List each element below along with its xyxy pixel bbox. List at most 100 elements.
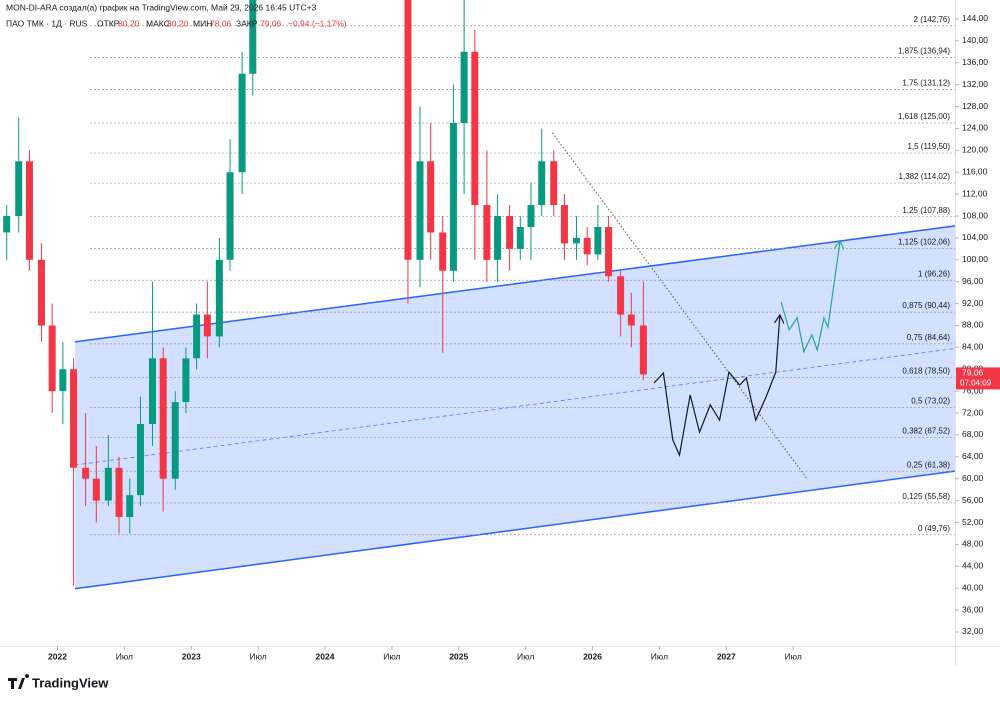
y-tick-label: 44,00 bbox=[962, 561, 984, 571]
fib-label: 2 (142,76) bbox=[914, 15, 951, 24]
candle-body bbox=[115, 467, 123, 518]
trendline bbox=[551, 132, 807, 479]
y-tick-label: 100,00 bbox=[962, 254, 988, 264]
candle-body bbox=[48, 325, 56, 392]
candle-body bbox=[15, 161, 23, 217]
y-tick-label: 52,00 bbox=[962, 517, 984, 527]
plot-area: 2 (142,76) 1,875 (136,94) 1,75 (131,12) 1,6… bbox=[3, 0, 955, 590]
last-price-box bbox=[956, 367, 1000, 390]
fib-label: 1,125 (102,06) bbox=[898, 238, 950, 247]
y-tick-label: 116,00 bbox=[962, 166, 988, 176]
candle-body bbox=[126, 495, 134, 518]
candle-body bbox=[639, 325, 647, 375]
x-tick-label: Июл bbox=[250, 651, 267, 661]
candle-body bbox=[560, 205, 568, 244]
candle-body bbox=[159, 358, 167, 479]
candle-body bbox=[193, 314, 201, 359]
y-tick-label: 40,00 bbox=[962, 582, 984, 592]
candle-body bbox=[494, 216, 502, 260]
y-tick-label: 56,00 bbox=[962, 495, 984, 505]
x-tick-label: 2025 bbox=[449, 651, 468, 661]
fib-label: 0,382 (67,52) bbox=[902, 427, 950, 436]
x-tick-label: 2024 bbox=[316, 651, 335, 661]
candle-body bbox=[416, 161, 424, 260]
y-tick-label: 96,00 bbox=[962, 276, 984, 286]
candle-body bbox=[483, 205, 491, 260]
close-value: 79,06 bbox=[260, 18, 282, 28]
low-label: МИН bbox=[193, 18, 212, 28]
y-tick-label: 88,00 bbox=[962, 320, 984, 330]
x-tick-label: 2027 bbox=[717, 651, 736, 661]
candle-body bbox=[538, 161, 546, 206]
y-tick-label: 144,00 bbox=[962, 13, 988, 23]
y-tick-label: 32,00 bbox=[962, 626, 984, 636]
channel-lower bbox=[74, 470, 955, 590]
fib-label: 0,25 (61,38) bbox=[907, 460, 950, 469]
candle-body bbox=[249, 0, 257, 74]
candle-body bbox=[471, 51, 479, 206]
fib-label: 1,25 (107,88) bbox=[902, 206, 950, 215]
projection-path bbox=[780, 242, 840, 354]
axes: 32,00 36,00 40,00 44,00 48,00 52,00 56,00 60,00… bbox=[48, 13, 1000, 661]
symbol: ПАО ТМК · 1Д · RUS bbox=[6, 18, 88, 28]
y-tick-label: 36,00 bbox=[962, 604, 984, 614]
candle-body bbox=[605, 226, 613, 277]
attribution: MON-DI-ARA создал(а) график на TradingVi… bbox=[6, 2, 317, 12]
fib-label: 0,5 (73,02) bbox=[911, 397, 950, 406]
open-value: 80,20 bbox=[118, 18, 140, 28]
fib-label: 0 (49,76) bbox=[918, 524, 950, 533]
channel-median bbox=[74, 348, 955, 466]
fib-label: 0,618 (78,50) bbox=[902, 367, 950, 376]
candle-body bbox=[136, 424, 144, 496]
fib-label: 1 (96,26) bbox=[918, 269, 950, 278]
fib-label: 0,125 (55,58) bbox=[902, 492, 950, 501]
candle-body bbox=[617, 276, 625, 315]
fib-label: 1,5 (119,50) bbox=[907, 142, 950, 151]
y-tick-label: 136,00 bbox=[962, 57, 988, 67]
x-tick-label: 2022 bbox=[48, 651, 67, 661]
legend-line: ПАО ТМК · 1Д · RUS ОТКР 80,20 МАКС 80,20… bbox=[6, 18, 347, 28]
candle-body bbox=[70, 369, 78, 468]
y-tick-label: 68,00 bbox=[962, 429, 984, 439]
fib-label: 1,618 (125,00) bbox=[898, 112, 950, 121]
x-tick-label: Июл bbox=[383, 651, 400, 661]
logo-icon bbox=[8, 674, 30, 689]
candle-body bbox=[182, 358, 190, 403]
y-tick-label: 132,00 bbox=[962, 79, 988, 89]
y-tick-label: 76,00 bbox=[962, 385, 984, 395]
candle-body bbox=[37, 259, 45, 326]
logo: TradingView bbox=[8, 674, 109, 690]
logo-text: TradingView bbox=[32, 675, 109, 690]
candle-body bbox=[104, 467, 112, 501]
candle-body bbox=[238, 73, 246, 173]
candle-body bbox=[550, 161, 558, 206]
candle-body bbox=[506, 216, 514, 249]
x-tick-label: 2023 bbox=[182, 651, 201, 661]
candle-body bbox=[627, 314, 635, 326]
fib-label: 1,382 (114,02) bbox=[899, 172, 951, 181]
candle-body bbox=[59, 369, 67, 392]
y-tick-label: 72,00 bbox=[962, 407, 984, 417]
projection-path bbox=[653, 316, 780, 458]
candle-body bbox=[82, 467, 90, 479]
close-label: ЗАКР bbox=[236, 18, 258, 28]
candle-body bbox=[439, 232, 447, 271]
fib-label: 0,75 (84,64) bbox=[907, 333, 950, 342]
candle-body bbox=[527, 205, 535, 227]
y-tick-label: 84,00 bbox=[962, 342, 984, 352]
high-label: МАКС bbox=[146, 18, 170, 28]
y-tick-label: 104,00 bbox=[962, 232, 988, 242]
candle-body bbox=[427, 161, 435, 233]
candle-body bbox=[171, 402, 179, 479]
candle-body bbox=[572, 237, 580, 244]
y-tick-label: 92,00 bbox=[962, 298, 984, 308]
candle-body bbox=[25, 161, 33, 260]
candle-body bbox=[594, 226, 602, 255]
fib-label: 1,75 (131,12) bbox=[902, 79, 950, 88]
candle-body bbox=[404, 0, 412, 260]
x-tick-label: Июл bbox=[116, 651, 133, 661]
x-tick-label: Июл bbox=[785, 651, 802, 661]
fib-label: 0,875 (90,44) bbox=[902, 301, 950, 310]
y-tick-label: 140,00 bbox=[962, 35, 988, 45]
